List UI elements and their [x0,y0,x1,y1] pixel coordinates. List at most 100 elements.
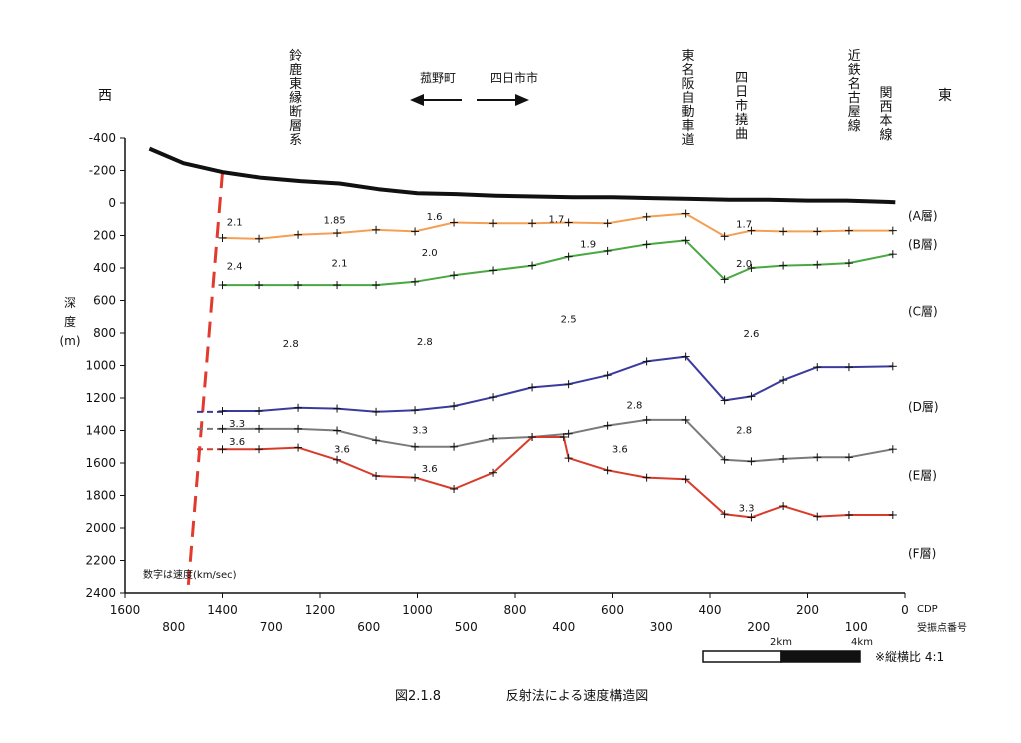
cdp-marker [333,404,342,413]
cdp-marker [255,281,264,290]
cdp-marker [779,502,788,511]
velocity-label: 1.85 [323,215,345,226]
shot-point-tick-label: 500 [455,620,478,634]
cdp-marker [372,407,381,416]
cdp-marker [411,406,420,415]
location-label-char: 線 [879,127,892,143]
velocity-label: 2.0 [422,248,438,259]
horizon-line-3 [222,355,893,413]
location-label-char: 動 [682,105,695,120]
y-tick-label: 200 [93,229,116,243]
y-axis-label: 度 [64,314,76,329]
cdp-marker [489,219,498,228]
cdp-marker [779,227,788,236]
cdp-marker [294,403,303,412]
cdp-tick-label: 1000 [402,603,433,617]
location-label-char: 車 [682,119,695,134]
cdp-marker [218,233,227,242]
cdp-marker [720,396,729,405]
velocity-label: 2.8 [417,337,433,348]
cdp-marker [642,415,651,424]
direction-left-label: 菰野町 [420,71,456,85]
location-label-char: 東 [682,48,695,64]
velocity-label: 3.3 [229,419,245,430]
location-label-char: 日 [735,85,748,100]
location-label-char: 層 [289,119,302,134]
cdp-marker [255,445,264,454]
shot-point-tick-label: 100 [845,620,868,634]
cdp-marker [564,252,573,261]
y-tick-label: 2200 [85,554,116,568]
cdp-marker [603,466,612,475]
velocity-label: 3.6 [422,464,438,475]
location-label-char: 四 [735,71,748,86]
location-label-char: 鹿 [289,62,302,78]
location-label-char: 線 [848,118,861,134]
location-label-char: 屋 [848,105,861,120]
cdp-marker [489,266,498,275]
shot-point-tick-label: 800 [162,620,185,634]
caption-title: 反射法による速度構造図 [506,688,649,704]
annotations: 2.1 1.85 1.6 1.7 1.7 2.4 2.1 2.0 1.9 2.0 2.5 2.8 2.8… [98,48,952,704]
cdp-marker [888,250,897,259]
cdp-marker [888,226,897,235]
shot-point-tick-label: 300 [650,620,673,634]
cdp-marker [411,442,420,451]
cdp-tick-label: 400 [699,603,722,617]
horizon-line-2 [222,239,893,287]
cdp-tick-label: 1200 [305,603,336,617]
y-tick-label: 1600 [85,456,116,470]
y-tick-label: 1200 [85,391,116,405]
cdp-marker [255,234,264,243]
cdp-marker [642,473,651,482]
shot-point-axis-label: 受振点番号 [917,621,967,634]
velocity-label: 1.6 [427,212,443,223]
cdp-marker [333,426,342,435]
velocity-label: 3.3 [739,504,755,515]
cdp-marker [372,436,381,445]
y-tick-label: 1800 [85,489,116,503]
cdp-marker [603,371,612,380]
cdp-marker [218,407,227,415]
velocity-label: 2.1 [227,218,243,229]
cdp-marker [844,259,853,268]
cdp-marker [255,424,264,433]
shot-point-tick-label: 200 [747,620,770,634]
cdp-marker [489,434,498,443]
cdp-tick-label: 1600 [110,603,141,617]
cdp-marker [720,232,729,241]
cdp-marker [813,260,822,269]
cdp-marker [813,363,822,372]
layer-label: (B層) [908,238,938,252]
y-tick-label: 0 [108,196,116,210]
cdp-marker [294,443,303,452]
cdp-marker [450,402,459,411]
scale-bar-label: 2km [770,637,792,648]
cdp-marker [489,393,498,402]
layer-label: (D層) [908,400,939,414]
location-label-char: 古 [848,91,861,106]
cdp-marker [603,246,612,255]
velocity-label: 3.6 [612,444,628,455]
y-tick-label: 1000 [85,359,116,373]
location-label-char: 自 [682,91,695,106]
y-tick-label: -200 [89,164,116,178]
velocity-label: 2.4 [227,262,243,273]
cdp-marker [747,513,756,522]
velocity-label: 1.9 [580,240,596,251]
cdp-marker [642,212,651,221]
y-tick-label: 400 [93,261,116,275]
cdp-marker [888,445,897,454]
cdp-marker [564,454,573,463]
y-tick-label: 800 [93,326,116,340]
cdp-axis-label: CDP [917,604,938,615]
layer-label: (A層) [908,209,938,223]
cdp-marker [564,429,573,438]
cdp-marker [844,453,853,462]
cdp-marker [844,363,853,372]
location-label-char: 名 [848,76,861,92]
cdp-marker [813,227,822,236]
